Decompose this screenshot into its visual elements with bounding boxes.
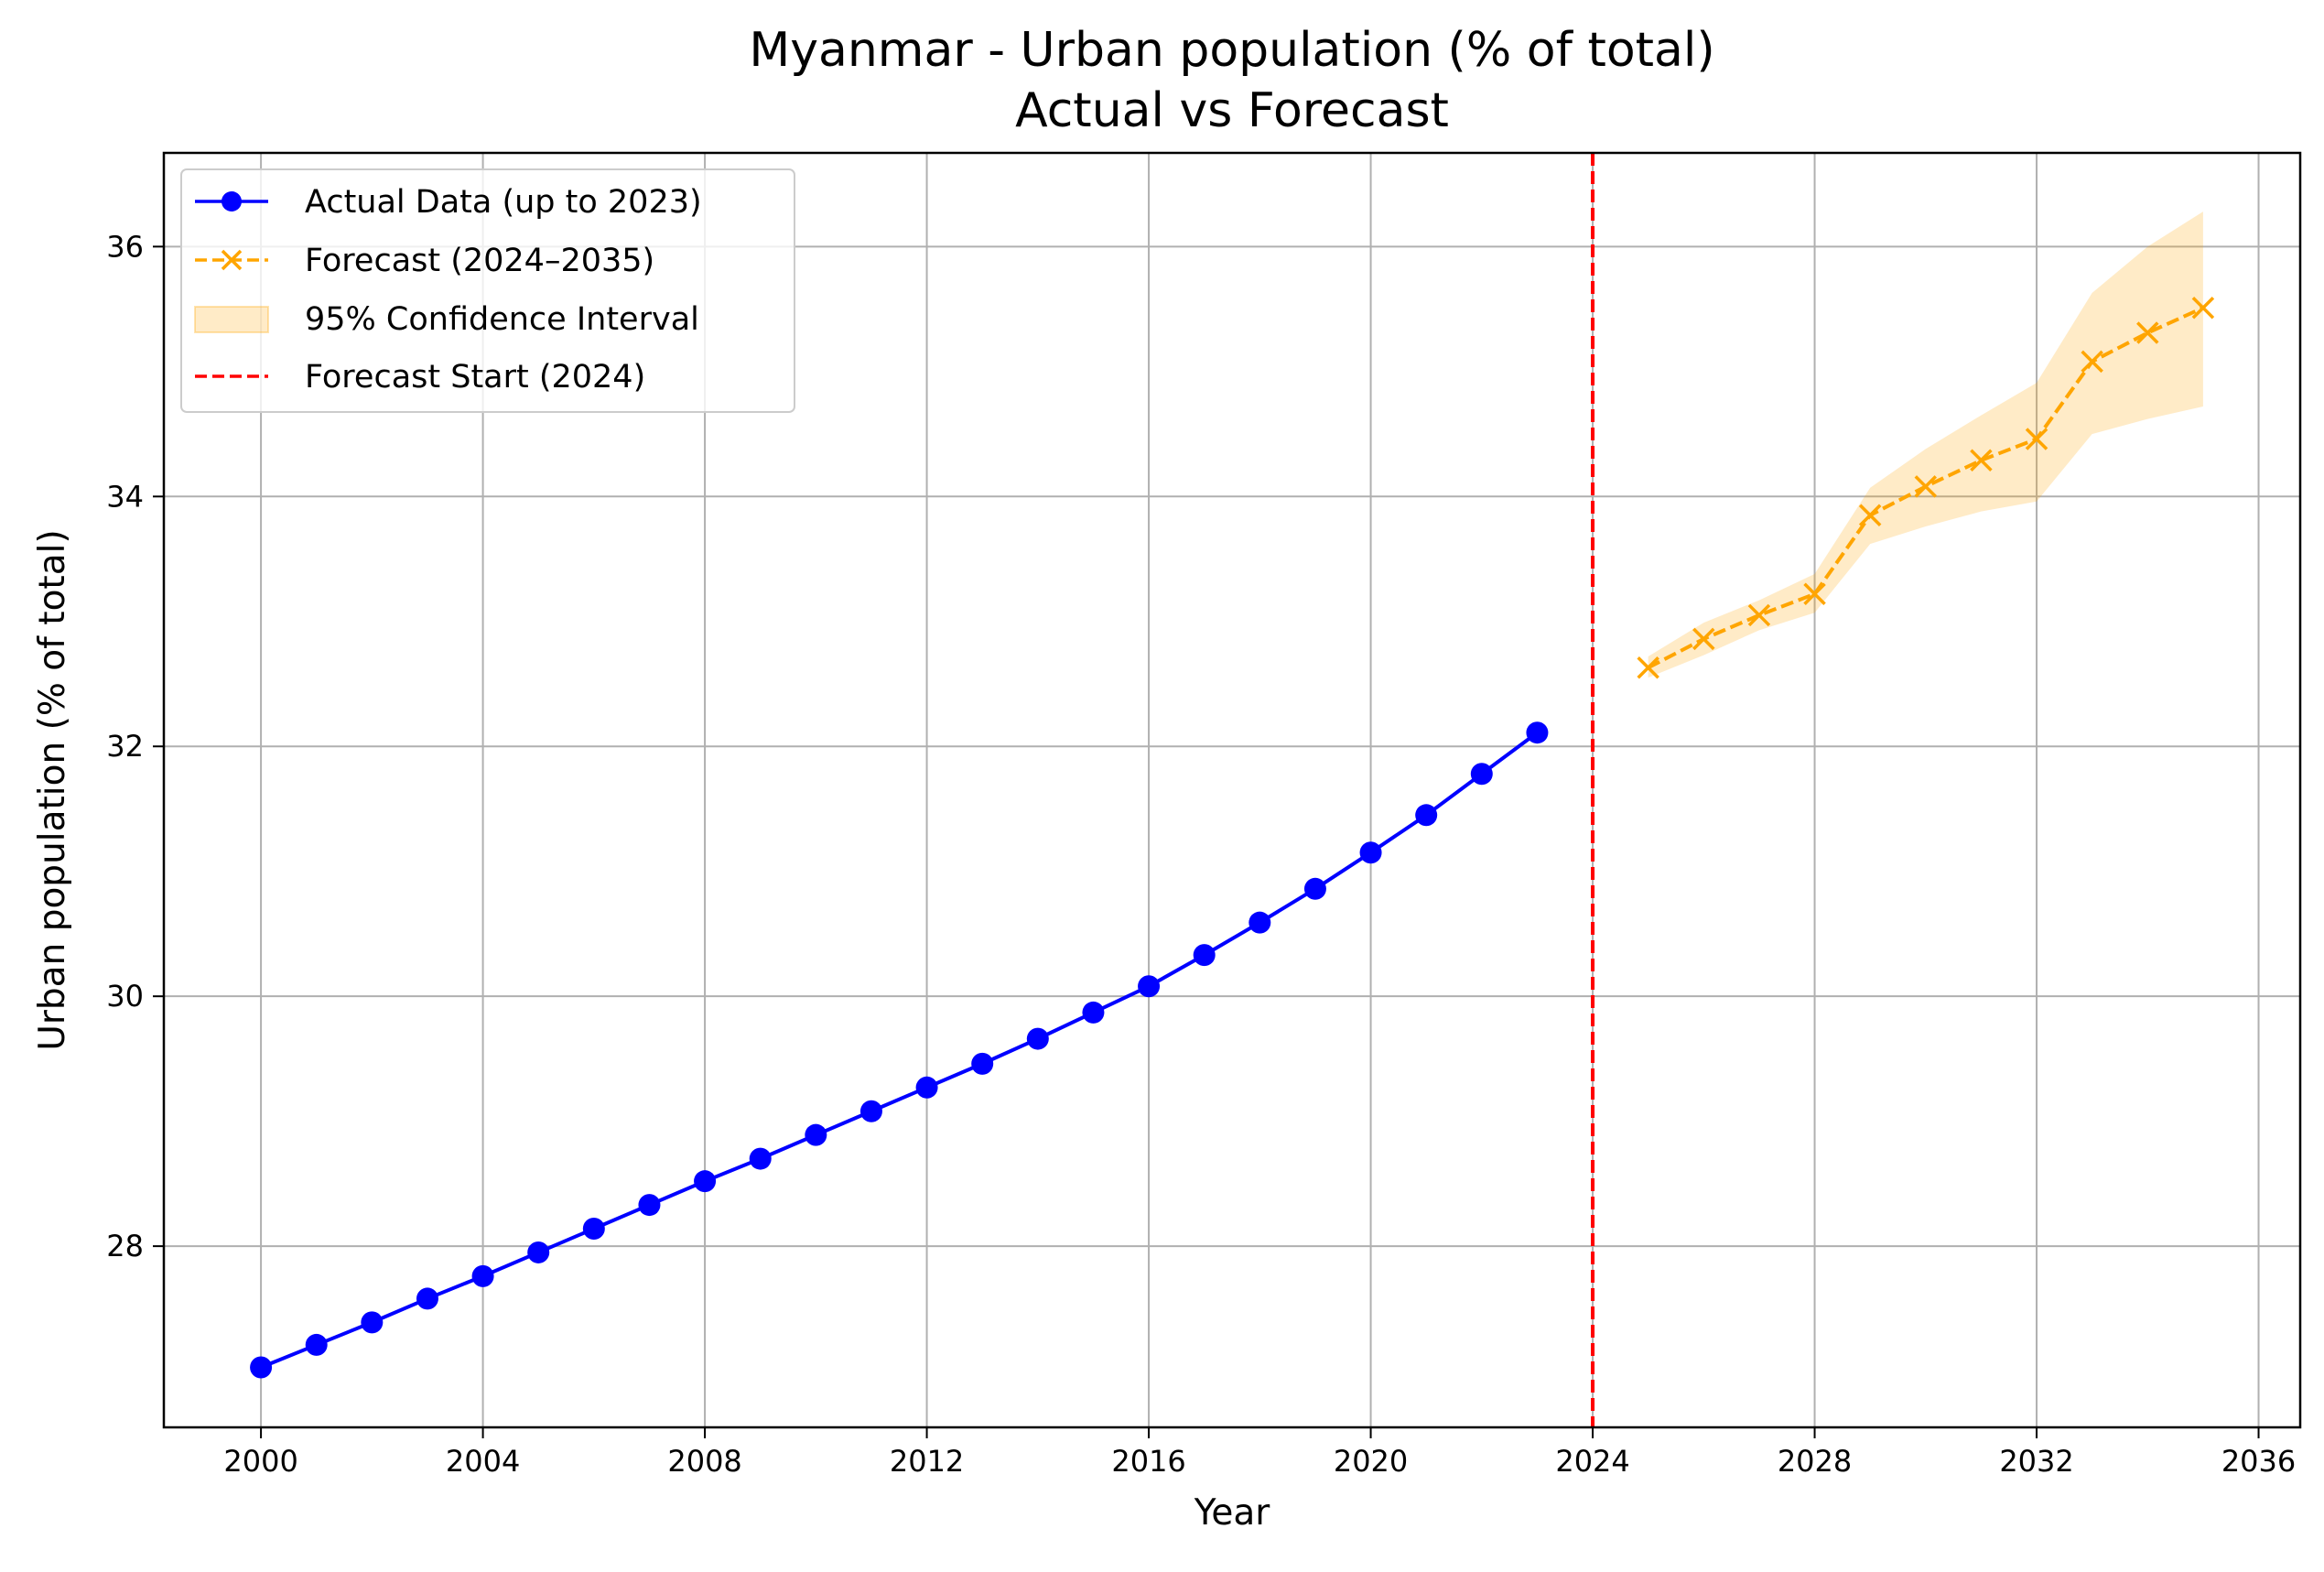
x-tick-label: 2024 (1555, 1444, 1629, 1479)
forecast-data-point (1914, 475, 1938, 498)
actual-data-point (971, 1052, 994, 1075)
actual-data-point (749, 1147, 772, 1170)
actual-data-point (1248, 911, 1271, 934)
plot-frame (162, 151, 2302, 1429)
actual-data-point (805, 1123, 827, 1146)
actual-data-point (1470, 763, 1493, 786)
legend: Actual Data (up to 2023) Forecast (2024–… (180, 168, 795, 413)
legend-forecast-start-label: Forecast Start (2024) (305, 359, 645, 396)
actual-data-point (361, 1311, 384, 1334)
confidence-interval-layer (1648, 211, 2203, 678)
chart-subtitle: Actual vs Forecast (1015, 83, 1449, 138)
forecast-data-point (1692, 627, 1715, 651)
legend-actual-marker (222, 191, 242, 211)
actual-data-point (859, 1100, 882, 1122)
y-tick-label: 36 (106, 229, 144, 264)
y-tick-label: 32 (106, 729, 144, 764)
actual-data-point (1415, 804, 1438, 827)
legend-forecast-marker (221, 249, 243, 271)
forecast-data-point (1858, 504, 1882, 527)
actual-data-point (250, 1356, 273, 1379)
actual-data-point (1526, 721, 1549, 744)
legend-ci-swatch (194, 306, 269, 333)
x-tick-label: 2000 (223, 1444, 297, 1479)
actual-data-point (527, 1241, 550, 1263)
actual-data-point (1138, 975, 1161, 998)
x-tick-label: 2008 (667, 1444, 741, 1479)
x-tick-label: 2036 (2221, 1444, 2296, 1479)
actual-data-point (1303, 877, 1326, 900)
legend-entry-actual: Actual Data (up to 2023) (195, 184, 702, 221)
x-tick-label: 2016 (1111, 1444, 1185, 1479)
confidence-interval-band (1648, 211, 2203, 678)
actual-data-point (638, 1194, 661, 1217)
y-tick-label: 34 (106, 479, 144, 514)
y-tick-label: 28 (106, 1229, 144, 1263)
x-tick-label: 2012 (890, 1444, 964, 1479)
legend-entry-forecast-start: Forecast Start (2024) (195, 359, 645, 396)
x-tick-label: 2020 (1334, 1444, 1408, 1479)
forecast-data-point (1637, 656, 1659, 679)
actual-data-point (1082, 1001, 1105, 1024)
actual-data-point (1026, 1027, 1049, 1050)
legend-forecast-label: Forecast (2024–2035) (305, 243, 654, 279)
actual-data-point (915, 1076, 938, 1099)
legend-entry-ci: 95% Confidence Interval (194, 301, 699, 338)
chart-title: Myanmar - Urban population (% of total) (749, 23, 1714, 78)
forecast-data-point (1803, 582, 1826, 605)
forecast-data-point (1747, 603, 1771, 627)
x-tick-label: 2028 (1778, 1444, 1852, 1479)
forecast-data-point (2136, 321, 2159, 344)
forecast-data-point (2081, 350, 2103, 374)
actual-data-point (582, 1218, 605, 1241)
forecast-data-point (1970, 449, 1993, 472)
actual-data-point (305, 1333, 328, 1356)
legend-actual-label: Actual Data (up to 2023) (305, 184, 702, 221)
legend-ci-label: 95% Confidence Interval (305, 301, 699, 338)
x-tick-label: 2032 (1999, 1444, 2073, 1479)
series-layer (250, 296, 2215, 1379)
forecast-data-point (2191, 296, 2215, 320)
forecast-data-point (2025, 428, 2048, 450)
x-axis-label: Year (1194, 1492, 1271, 1534)
x-tick-label: 2004 (446, 1444, 520, 1479)
actual-data-point (694, 1170, 717, 1193)
actual-data-point (1193, 944, 1216, 967)
actual-data-point (1359, 841, 1382, 864)
actual-data-point (416, 1287, 438, 1310)
y-tick-label: 30 (106, 979, 144, 1014)
y-axis-label: Urban population (% of total) (32, 529, 73, 1050)
legend-entry-forecast: Forecast (2024–2035) (195, 243, 654, 279)
axis-ticks: 2000 2004 2008 2012 2016 2020 2024 2028 2032 2036… (106, 229, 2296, 1479)
legend-box (180, 168, 795, 413)
actual-data-point (471, 1264, 494, 1287)
